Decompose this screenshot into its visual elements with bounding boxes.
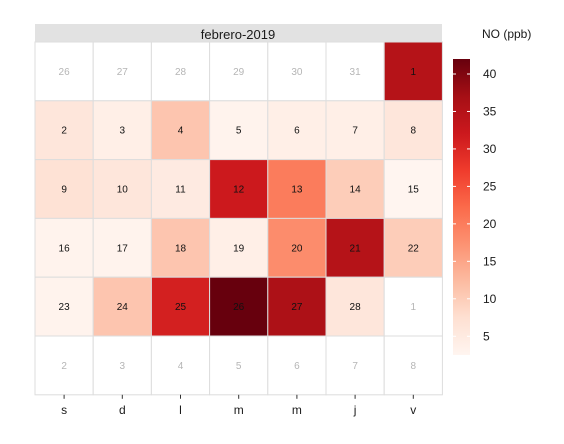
- day-number: 27: [291, 302, 303, 313]
- day-number: 4: [178, 361, 184, 372]
- calendar-cell: [325, 217, 385, 278]
- day-number: 7: [352, 126, 358, 137]
- weekday-label: s: [61, 403, 67, 417]
- day-number: 26: [233, 302, 245, 313]
- calendar-cell: [325, 41, 385, 102]
- calendar-cell: [325, 276, 385, 337]
- day-number: 22: [408, 243, 420, 254]
- legend-tick-label: 35: [483, 104, 497, 118]
- day-number: 29: [233, 67, 245, 78]
- day-number: 30: [291, 67, 303, 78]
- calendar-cell: [383, 41, 443, 102]
- weekday-label: m: [292, 403, 302, 417]
- day-number: 3: [120, 361, 126, 372]
- legend-tick-label: 25: [483, 179, 497, 193]
- weekday-label: j: [353, 403, 357, 417]
- calendar-cell: [34, 335, 94, 396]
- day-number: 1: [411, 67, 417, 78]
- calendar-cell: [383, 217, 443, 278]
- calendar-cell: [383, 276, 443, 337]
- legend-title: NO (ppb): [482, 27, 531, 41]
- calendar-cell: [150, 276, 211, 337]
- day-number: 9: [61, 185, 67, 196]
- calendar-cell: [150, 217, 211, 278]
- calendar-cell: [34, 159, 94, 219]
- day-number: 14: [350, 185, 362, 196]
- calendar-cell: [209, 276, 269, 337]
- calendar-cell: [267, 41, 327, 102]
- day-number: 5: [236, 126, 242, 137]
- day-number: 6: [294, 126, 300, 137]
- day-number: 8: [411, 126, 417, 137]
- day-number: 13: [291, 185, 303, 196]
- day-number: 2: [61, 126, 67, 137]
- chart-title: febrero-2019: [201, 27, 275, 42]
- day-number: 3: [120, 126, 126, 137]
- day-number: 18: [175, 243, 187, 254]
- weekday-label: d: [119, 403, 126, 417]
- day-number: 25: [175, 302, 187, 313]
- day-number: 19: [233, 243, 245, 254]
- day-number: 24: [117, 302, 129, 313]
- calendar-cell: [209, 335, 269, 396]
- day-number: 16: [59, 243, 71, 254]
- calendar-cell: [34, 276, 94, 337]
- legend-tick-label: 5: [483, 329, 490, 343]
- calendar-cell: [209, 217, 269, 278]
- day-number: 1: [411, 302, 417, 313]
- day-number: 10: [117, 185, 129, 196]
- day-number: 6: [294, 361, 300, 372]
- legend-colorbar: [453, 59, 470, 355]
- day-number: 27: [117, 67, 129, 78]
- legend-tick-label: 30: [483, 142, 497, 156]
- calendar-cell: [383, 335, 443, 396]
- legend-ticks: 5 10 15 20 25 30 35 40: [453, 67, 497, 343]
- calendar-cell: [267, 276, 327, 337]
- legend-tick-label: 20: [483, 217, 497, 231]
- calendar-cell: [383, 159, 443, 219]
- weekday-label: m: [234, 403, 244, 417]
- calendar-cell: [209, 159, 269, 219]
- day-number: 5: [236, 361, 242, 372]
- calendar-cell: [383, 100, 443, 161]
- day-number: 28: [175, 67, 187, 78]
- weekday-label: v: [410, 403, 416, 417]
- day-number: 31: [350, 67, 362, 78]
- legend-tick-label: 40: [483, 67, 497, 81]
- legend-tick-label: 15: [483, 254, 497, 268]
- day-number: 7: [352, 361, 358, 372]
- calendar-cell: [209, 100, 269, 161]
- calendar-cell: [325, 100, 385, 161]
- day-number: 20: [291, 243, 303, 254]
- calendar-cell: [325, 335, 385, 396]
- calendar-cell: [267, 159, 327, 219]
- calendar-cell: [92, 335, 152, 396]
- calendar-cell: [34, 100, 94, 161]
- day-number: 28: [350, 302, 362, 313]
- day-number: 11: [175, 185, 186, 196]
- title-strip: [35, 24, 442, 42]
- day-number: 21: [350, 243, 362, 254]
- calendar-cell: [92, 100, 152, 161]
- calendar-cell: [267, 100, 327, 161]
- day-number: 23: [59, 302, 71, 313]
- calendar-cell: [34, 217, 94, 278]
- legend-tick-label: 10: [483, 292, 497, 306]
- weekday-label: l: [179, 403, 182, 417]
- day-number: 26: [59, 67, 71, 78]
- day-number: 12: [233, 185, 245, 196]
- day-number: 8: [411, 361, 417, 372]
- calendar-cell: [150, 335, 211, 396]
- day-number: 17: [117, 243, 129, 254]
- day-number: 2: [61, 361, 67, 372]
- day-number: 4: [178, 126, 184, 137]
- day-number: 15: [408, 185, 420, 196]
